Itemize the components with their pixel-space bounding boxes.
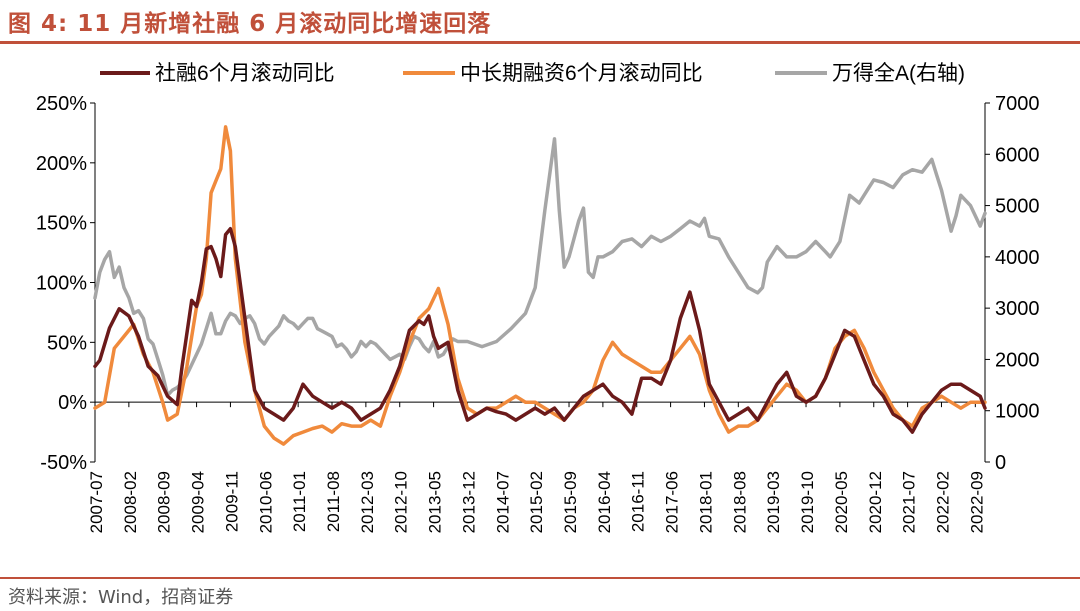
x-tick-label: 2021-07	[900, 471, 919, 533]
left-tick-label: 150%	[36, 213, 87, 235]
x-tick-label: 2012-03	[358, 471, 377, 533]
x-tick-label: 2008-02	[121, 471, 140, 533]
x-tick-label: 2013-12	[459, 471, 478, 533]
figure-title: 图 4: 11 月新增社融 6 月滚动同比增速回落	[8, 11, 492, 37]
x-tick-label: 2008-09	[155, 471, 174, 533]
left-tick-label: 200%	[36, 153, 87, 175]
x-tick-label: 2016-11	[629, 471, 648, 532]
x-tick-label: 2010-06	[256, 471, 275, 533]
x-tick-label: 2022-02	[933, 471, 952, 533]
x-tick-label: 2019-10	[798, 471, 817, 533]
x-tick-label: 2009-04	[189, 471, 208, 533]
x-tick-label: 2007-07	[87, 471, 106, 533]
x-tick-label: 2017-06	[663, 471, 682, 533]
x-tick-label: 2014-07	[493, 471, 512, 533]
x-tick-label: 2018-01	[696, 471, 715, 533]
x-tick-label: 2018-08	[730, 471, 749, 533]
right-tick-label: 1000	[995, 401, 1040, 423]
left-tick-label: 50%	[47, 332, 87, 354]
x-tick-label: 2022-09	[967, 471, 986, 533]
x-tick-label: 2011-08	[324, 471, 343, 532]
legend-label-2: 万得全A(右轴)	[832, 62, 965, 85]
right-tick-label: 6000	[995, 144, 1040, 166]
title-divider	[0, 41, 1080, 44]
x-tick-label: 2011-01	[290, 471, 309, 532]
legend: 社融6个月滚动同比 中长期融资6个月滚动同比 万得全A(右轴)	[100, 62, 965, 85]
left-tick-label: 250%	[36, 93, 87, 115]
x-tick-label: 2013-05	[426, 471, 445, 533]
x-tick-label: 2015-02	[527, 471, 546, 533]
series-group	[93, 125, 987, 446]
legend-label-1: 中长期融资6个月滚动同比	[460, 62, 703, 85]
left-tick-label: -50%	[40, 452, 87, 474]
series-line-1	[93, 125, 987, 446]
x-tick-label: 2012-10	[392, 471, 411, 533]
right-tick-label: 2000	[995, 349, 1040, 371]
x-tick-label: 2020-05	[832, 471, 851, 533]
right-tick-label: 3000	[995, 298, 1040, 320]
left-tick-label: 0%	[58, 392, 87, 414]
right-tick-label: 7000	[995, 93, 1040, 115]
footer-divider	[0, 577, 1080, 579]
axes: 250% 200% 150% 100% 50% 0% -50% 7000 6000 5000 400…	[36, 93, 1040, 533]
x-tick-label: 2019-03	[764, 471, 783, 533]
series-line-2	[93, 137, 987, 398]
source-note: 资料来源：Wind，招商证券	[8, 587, 234, 608]
x-tick-label: 2016-04	[595, 471, 614, 533]
x-tick-label: 2020-12	[866, 471, 885, 533]
right-tick-label: 4000	[995, 247, 1040, 269]
series-line-0	[93, 226, 987, 434]
left-tick-label: 100%	[36, 273, 87, 295]
x-tick-label: 2015-09	[561, 471, 580, 533]
chart-area: 社融6个月滚动同比 中长期融资6个月滚动同比 万得全A(右轴) 250% 200% 15…	[36, 62, 1040, 533]
right-tick-label: 0	[995, 452, 1006, 474]
right-tick-label: 5000	[995, 196, 1040, 218]
x-tick-label: 2009-11	[222, 471, 241, 532]
legend-label-0: 社融6个月滚动同比	[155, 62, 335, 85]
